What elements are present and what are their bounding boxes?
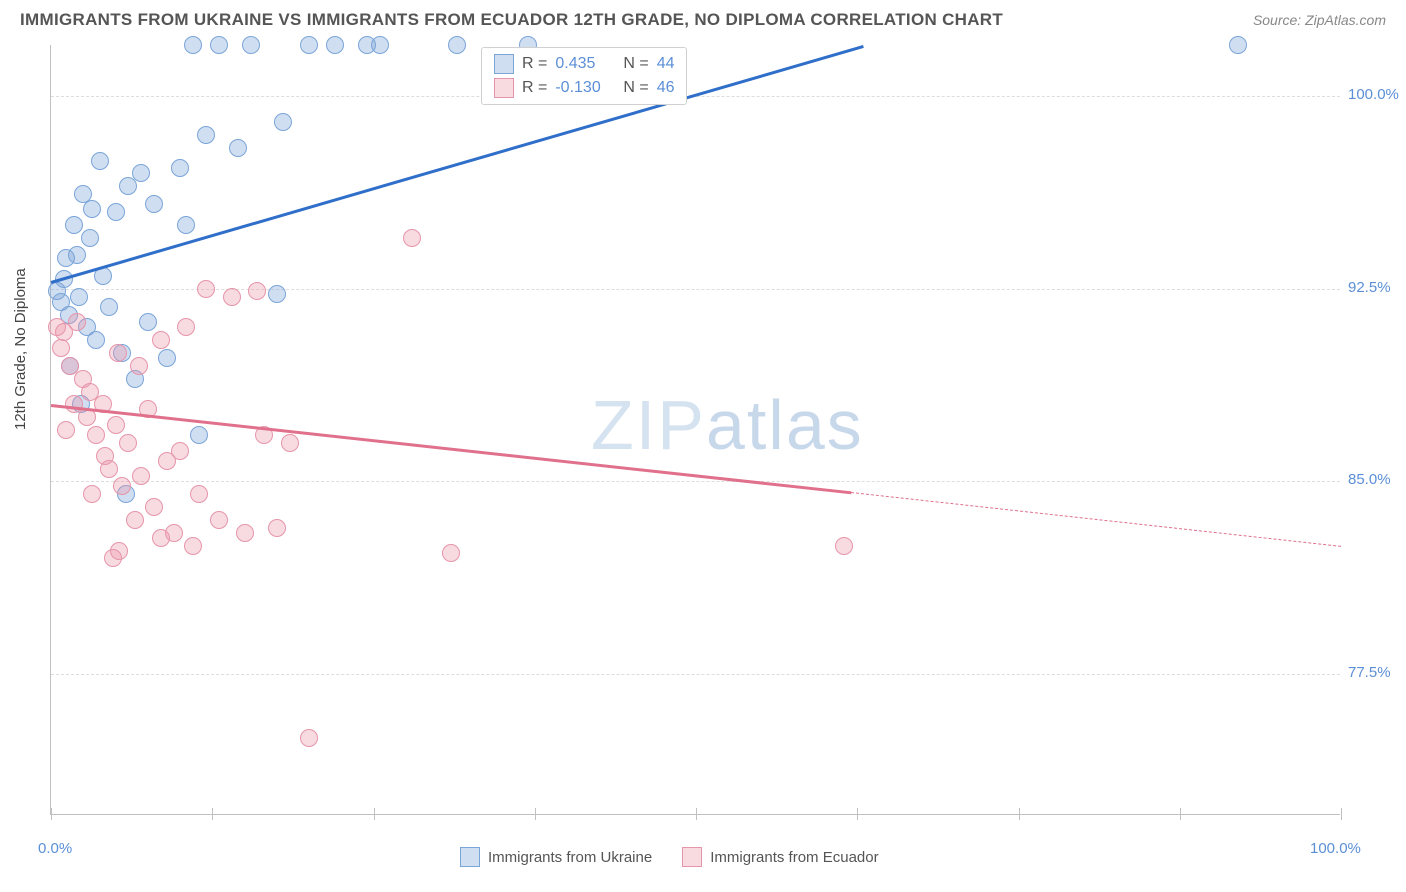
gridline	[51, 481, 1340, 482]
scatter-point	[1229, 36, 1247, 54]
scatter-point	[87, 426, 105, 444]
scatter-point	[109, 344, 127, 362]
legend-row: R = 0.435N = 44	[494, 52, 674, 76]
swatch-icon	[682, 847, 702, 867]
scatter-point	[403, 229, 421, 247]
scatter-point	[158, 349, 176, 367]
scatter-point	[371, 36, 389, 54]
y-tick-label: 92.5%	[1348, 279, 1391, 296]
scatter-point	[52, 339, 70, 357]
scatter-point	[83, 485, 101, 503]
y-axis-label: 12th Grade, No Diploma	[12, 268, 29, 430]
x-tick	[1341, 808, 1342, 820]
scatter-point	[113, 477, 131, 495]
scatter-point	[229, 139, 247, 157]
scatter-point	[210, 36, 228, 54]
gridline	[51, 674, 1340, 675]
source-label: Source: ZipAtlas.com	[1253, 12, 1386, 28]
legend-item-ukraine: Immigrants from Ukraine	[460, 845, 652, 869]
x-tick	[374, 808, 375, 820]
x-tick-label: 100.0%	[1310, 840, 1361, 857]
scatter-point	[107, 416, 125, 434]
scatter-point	[165, 524, 183, 542]
scatter-point	[139, 313, 157, 331]
scatter-point	[300, 36, 318, 54]
x-tick-label: 0.0%	[38, 840, 72, 857]
scatter-point	[81, 229, 99, 247]
scatter-point	[68, 313, 86, 331]
scatter-point	[87, 331, 105, 349]
scatter-point	[130, 357, 148, 375]
scatter-point	[132, 467, 150, 485]
scatter-point	[281, 434, 299, 452]
legend-label: Immigrants from Ecuador	[710, 849, 878, 866]
scatter-point	[242, 36, 260, 54]
scatter-point	[184, 36, 202, 54]
chart-plot-area: ZIPatlas R = 0.435N = 44R = -0.130N = 46	[50, 45, 1340, 815]
scatter-point	[442, 544, 460, 562]
swatch-icon	[494, 78, 514, 98]
scatter-point	[107, 203, 125, 221]
legend-item-ecuador: Immigrants from Ecuador	[682, 845, 878, 869]
scatter-point	[268, 285, 286, 303]
legend-row: R = -0.130N = 46	[494, 76, 674, 100]
y-tick-label: 77.5%	[1348, 664, 1391, 681]
scatter-point	[190, 485, 208, 503]
scatter-point	[210, 511, 228, 529]
scatter-point	[223, 288, 241, 306]
scatter-point	[268, 519, 286, 537]
scatter-point	[177, 318, 195, 336]
scatter-point	[171, 159, 189, 177]
scatter-point	[248, 282, 266, 300]
scatter-point	[177, 216, 195, 234]
scatter-point	[119, 434, 137, 452]
scatter-point	[126, 511, 144, 529]
scatter-point	[152, 331, 170, 349]
scatter-point	[83, 200, 101, 218]
scatter-point	[65, 216, 83, 234]
y-tick-label: 100.0%	[1348, 86, 1399, 103]
scatter-point	[300, 729, 318, 747]
scatter-point	[68, 246, 86, 264]
scatter-point	[70, 288, 88, 306]
scatter-point	[190, 426, 208, 444]
scatter-point	[110, 542, 128, 560]
x-tick	[857, 808, 858, 820]
x-tick	[696, 808, 697, 820]
scatter-point	[197, 126, 215, 144]
scatter-point	[274, 113, 292, 131]
scatter-point	[835, 537, 853, 555]
watermark: ZIPatlas	[591, 385, 864, 465]
scatter-point	[236, 524, 254, 542]
scatter-point	[91, 152, 109, 170]
scatter-point	[145, 498, 163, 516]
scatter-point	[132, 164, 150, 182]
correlation-legend: R = 0.435N = 44R = -0.130N = 46	[481, 47, 687, 105]
x-tick	[1019, 808, 1020, 820]
swatch-icon	[460, 847, 480, 867]
swatch-icon	[494, 54, 514, 74]
scatter-point	[171, 442, 189, 460]
x-tick	[51, 808, 52, 820]
scatter-point	[57, 421, 75, 439]
gridline	[51, 289, 1340, 290]
scatter-point	[145, 195, 163, 213]
chart-title: IMMIGRANTS FROM UKRAINE VS IMMIGRANTS FR…	[20, 10, 1003, 30]
scatter-point	[184, 537, 202, 555]
scatter-point	[100, 460, 118, 478]
scatter-point	[197, 280, 215, 298]
scatter-point	[326, 36, 344, 54]
scatter-point	[100, 298, 118, 316]
trend-line	[851, 492, 1341, 547]
y-tick-label: 85.0%	[1348, 471, 1391, 488]
bottom-legend: Immigrants from Ukraine Immigrants from …	[460, 845, 879, 869]
legend-label: Immigrants from Ukraine	[488, 849, 652, 866]
x-tick	[212, 808, 213, 820]
x-tick	[535, 808, 536, 820]
scatter-point	[448, 36, 466, 54]
x-tick	[1180, 808, 1181, 820]
